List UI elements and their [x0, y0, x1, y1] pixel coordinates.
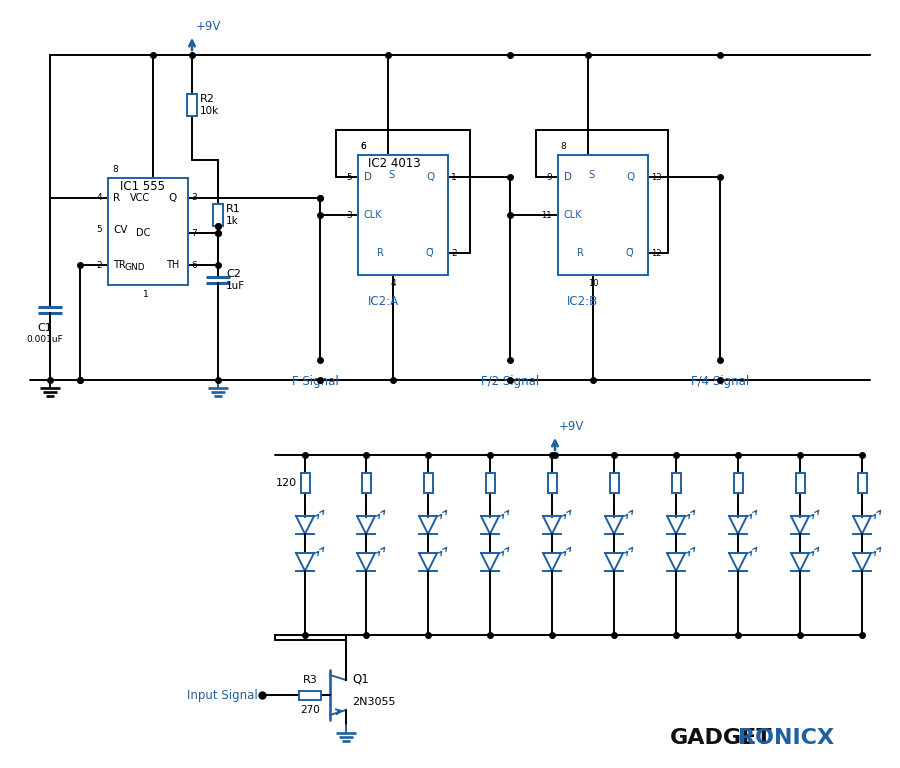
Text: CLK: CLK — [564, 210, 582, 220]
Bar — [609, 473, 618, 493]
Text: Q1: Q1 — [352, 672, 369, 685]
Bar — [796, 473, 805, 493]
Text: 1: 1 — [143, 290, 148, 299]
Text: 10: 10 — [588, 279, 598, 288]
Text: IC2:B: IC2:B — [567, 295, 598, 308]
Text: 8: 8 — [112, 165, 118, 174]
Text: 2: 2 — [451, 249, 456, 257]
Text: Q: Q — [426, 172, 434, 182]
Text: 7: 7 — [191, 229, 197, 237]
Text: IC2:A: IC2:A — [367, 295, 399, 308]
Text: R: R — [577, 248, 583, 258]
Text: D: D — [364, 172, 372, 182]
Text: 6: 6 — [360, 142, 365, 151]
Text: DC: DC — [136, 228, 150, 238]
Text: R: R — [113, 193, 120, 203]
Text: 2N3055: 2N3055 — [352, 697, 395, 707]
Text: CLK: CLK — [364, 210, 382, 220]
Text: S: S — [588, 170, 594, 180]
Bar — [547, 473, 556, 493]
Text: Q: Q — [168, 193, 176, 203]
Bar — [671, 473, 680, 493]
Text: GADGET: GADGET — [670, 728, 772, 748]
Text: IC1 555: IC1 555 — [120, 180, 165, 193]
Bar — [213, 204, 223, 226]
Text: TH: TH — [166, 260, 179, 270]
Text: +9V: +9V — [559, 420, 584, 433]
Bar — [485, 473, 494, 493]
Text: 120: 120 — [276, 478, 297, 488]
Text: 2: 2 — [96, 260, 102, 270]
Text: 8: 8 — [560, 142, 566, 151]
Text: D: D — [564, 172, 572, 182]
Text: Q̅: Q̅ — [426, 248, 434, 258]
Text: 4: 4 — [96, 194, 102, 203]
Text: R2: R2 — [200, 94, 215, 104]
Text: CV: CV — [113, 225, 128, 235]
Text: 0.001uF: 0.001uF — [27, 336, 63, 345]
Text: F/4 Signal: F/4 Signal — [691, 375, 749, 388]
Bar — [362, 473, 371, 493]
Text: 6: 6 — [191, 260, 197, 270]
Text: C2: C2 — [226, 269, 241, 279]
Bar — [187, 94, 197, 116]
Bar — [424, 473, 433, 493]
Text: F Signal: F Signal — [292, 375, 338, 388]
Text: GND: GND — [125, 263, 145, 273]
Bar — [358, 155, 448, 275]
Bar — [558, 155, 648, 275]
Text: 1uF: 1uF — [226, 281, 245, 291]
Text: 3: 3 — [191, 194, 197, 203]
Bar — [301, 473, 310, 493]
Text: 4: 4 — [391, 279, 396, 288]
Text: +9V: +9V — [196, 20, 221, 33]
Bar — [858, 473, 867, 493]
Text: Input Signal: Input Signal — [187, 688, 258, 701]
Text: C1: C1 — [38, 323, 52, 333]
Text: RONICX: RONICX — [738, 728, 834, 748]
Text: R: R — [376, 248, 383, 258]
Bar — [734, 473, 742, 493]
Text: Q: Q — [626, 172, 634, 182]
Text: 1k: 1k — [226, 216, 239, 226]
Bar — [108, 178, 188, 285]
Text: 270: 270 — [300, 705, 319, 715]
Text: 5: 5 — [96, 226, 102, 234]
Text: 13: 13 — [651, 173, 661, 181]
Text: 9: 9 — [546, 173, 552, 181]
Text: IC2 4013: IC2 4013 — [368, 157, 420, 170]
Text: TR: TR — [113, 260, 126, 270]
Text: 5: 5 — [346, 173, 352, 181]
Text: Q̅: Q̅ — [626, 248, 634, 258]
Text: F/2 Signal: F/2 Signal — [481, 375, 539, 388]
Text: S: S — [388, 170, 394, 180]
Text: 3: 3 — [346, 210, 352, 220]
Text: R1: R1 — [226, 204, 241, 214]
Text: R3: R3 — [302, 675, 318, 685]
Bar — [299, 690, 321, 700]
Text: 1: 1 — [451, 173, 456, 181]
Text: 12: 12 — [651, 249, 661, 257]
Text: VCC: VCC — [130, 193, 150, 203]
Text: 6: 6 — [360, 142, 365, 151]
Text: 11: 11 — [542, 210, 552, 220]
Text: 10k: 10k — [200, 106, 220, 116]
